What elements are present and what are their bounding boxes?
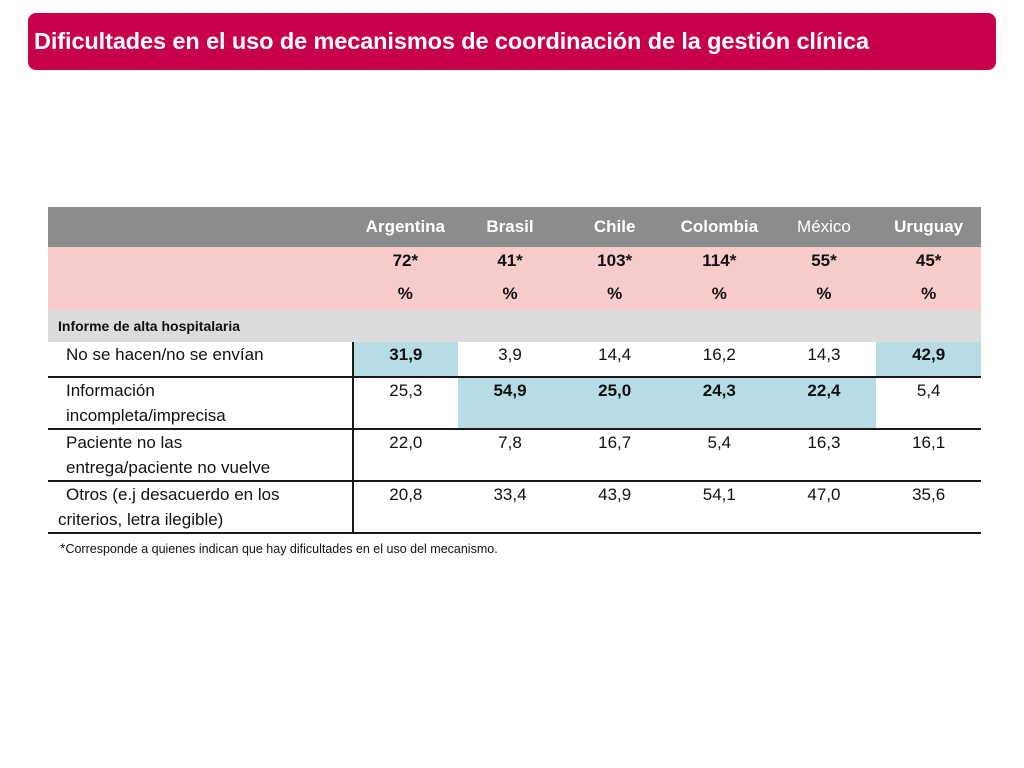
table-cell: 20,8 [353, 481, 458, 534]
page-title: Dificultades en el uso de mecanismos de … [34, 28, 869, 54]
sample-size-blank-cell [48, 247, 354, 277]
sample-size-cell: 41* [457, 247, 563, 277]
column-header: Chile [562, 207, 667, 247]
sample-size-cell: 45* [876, 247, 981, 277]
title-bar: Dificultades en el uso de mecanismos de … [28, 13, 996, 70]
sample-size-cell: 72* [353, 247, 458, 277]
table-cell-highlighted: 24,3 [666, 377, 772, 430]
row-label-line: criterios, letra ilegible) [58, 510, 224, 529]
footnote: *Corresponde a quienes indican que hay d… [60, 540, 498, 556]
section-row: Informe de alta hospitalaria [48, 310, 981, 342]
table-row: No se hacen/no se envían 31,9 3,9 14,4 1… [48, 342, 981, 378]
table-row: Información incompleta/imprecisa 25,3 54… [48, 377, 981, 430]
column-header: Uruguay [876, 207, 981, 247]
row-label-line: incompleta/imprecisa [66, 406, 226, 425]
row-label: Información incompleta/imprecisa [48, 377, 355, 430]
row-label: No se hacen/no se envían [48, 342, 355, 378]
unit-row: % % % % % % [48, 277, 981, 310]
table-cell: 5,4 [876, 377, 981, 430]
unit-cell: % [876, 277, 981, 310]
table-row: Paciente no las entrega/paciente no vuel… [48, 429, 981, 482]
column-header: Brasil [457, 207, 563, 247]
column-header: México [771, 207, 877, 247]
row-label: Paciente no las entrega/paciente no vuel… [48, 429, 355, 482]
table-cell: 14,4 [562, 342, 667, 378]
column-header: Colombia [666, 207, 772, 247]
table-cell-highlighted: 54,9 [457, 377, 563, 430]
row-label-line: Otros (e.j desacuerdo en los [66, 485, 280, 504]
sample-size-cell: 103* [562, 247, 667, 277]
unit-cell: % [562, 277, 667, 310]
table-cell: 14,3 [771, 342, 877, 378]
unit-blank-cell [48, 277, 354, 310]
table-cell: 16,2 [666, 342, 772, 378]
unit-cell: % [353, 277, 458, 310]
section-label: Informe de alta hospitalaria [48, 310, 981, 342]
table-cell: 16,1 [876, 429, 981, 482]
table-cell: 3,9 [457, 342, 563, 378]
table-cell: 35,6 [876, 481, 981, 534]
column-header: Argentina [353, 207, 458, 247]
unit-cell: % [771, 277, 877, 310]
row-label-line: entrega/paciente no vuelve [66, 458, 271, 477]
table-cell-highlighted: 25,0 [562, 377, 667, 430]
sample-size-cell: 55* [771, 247, 877, 277]
table-cell-highlighted: 31,9 [353, 342, 458, 378]
footnote-text: Corresponde a quienes indican que hay di… [65, 542, 498, 556]
table-cell: 43,9 [562, 481, 667, 534]
header-blank-cell [48, 207, 354, 247]
table-cell: 7,8 [457, 429, 563, 482]
row-label: Otros (e.j desacuerdo en los criterios, … [48, 481, 355, 534]
footnote-marker: * [60, 540, 66, 556]
table-cell: 22,0 [353, 429, 458, 482]
unit-cell: % [666, 277, 772, 310]
table-cell: 25,3 [353, 377, 458, 430]
header-row: Argentina Brasil Chile Colombia México U… [48, 207, 981, 247]
table-row: Otros (e.j desacuerdo en los criterios, … [48, 481, 981, 534]
data-table-container: Argentina Brasil Chile Colombia México U… [48, 207, 981, 534]
data-table: Argentina Brasil Chile Colombia México U… [48, 207, 981, 534]
row-label-line: Información [66, 381, 155, 400]
sample-size-cell: 114* [666, 247, 772, 277]
table-cell: 54,1 [666, 481, 772, 534]
table-cell-highlighted: 22,4 [771, 377, 877, 430]
table-cell: 33,4 [457, 481, 563, 534]
table-cell: 5,4 [666, 429, 772, 482]
table-cell: 47,0 [771, 481, 877, 534]
table-cell: 16,3 [771, 429, 877, 482]
sample-size-row: 72* 41* 103* 114* 55* 45* [48, 247, 981, 277]
row-label-line: No se hacen/no se envían [66, 345, 264, 364]
unit-cell: % [457, 277, 563, 310]
table-cell-highlighted: 42,9 [876, 342, 981, 378]
table-cell: 16,7 [562, 429, 667, 482]
row-label-line: Paciente no las [66, 433, 183, 452]
